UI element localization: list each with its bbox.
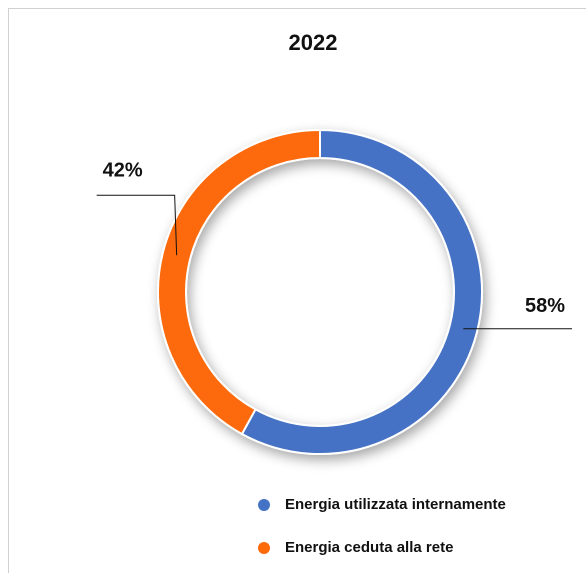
value-label: 42%: [103, 159, 143, 181]
donut: [157, 128, 483, 455]
value-label: 58%: [525, 295, 565, 317]
donut-slice: [157, 128, 321, 436]
chart-frame: [8, 8, 586, 573]
legend-marker: [258, 542, 270, 554]
chart-title: 2022: [289, 30, 338, 55]
leader-line: [96, 194, 178, 256]
legend-marker: [258, 499, 270, 511]
donut-slice: [240, 128, 483, 455]
legend-label: Energia ceduta alla rete: [285, 539, 453, 556]
legend-label: Energia utilizzata internamente: [285, 496, 506, 513]
